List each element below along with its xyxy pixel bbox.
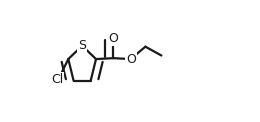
Text: S: S (78, 39, 86, 52)
Text: O: O (126, 53, 136, 66)
Text: Cl: Cl (51, 73, 63, 86)
Text: O: O (108, 32, 118, 45)
